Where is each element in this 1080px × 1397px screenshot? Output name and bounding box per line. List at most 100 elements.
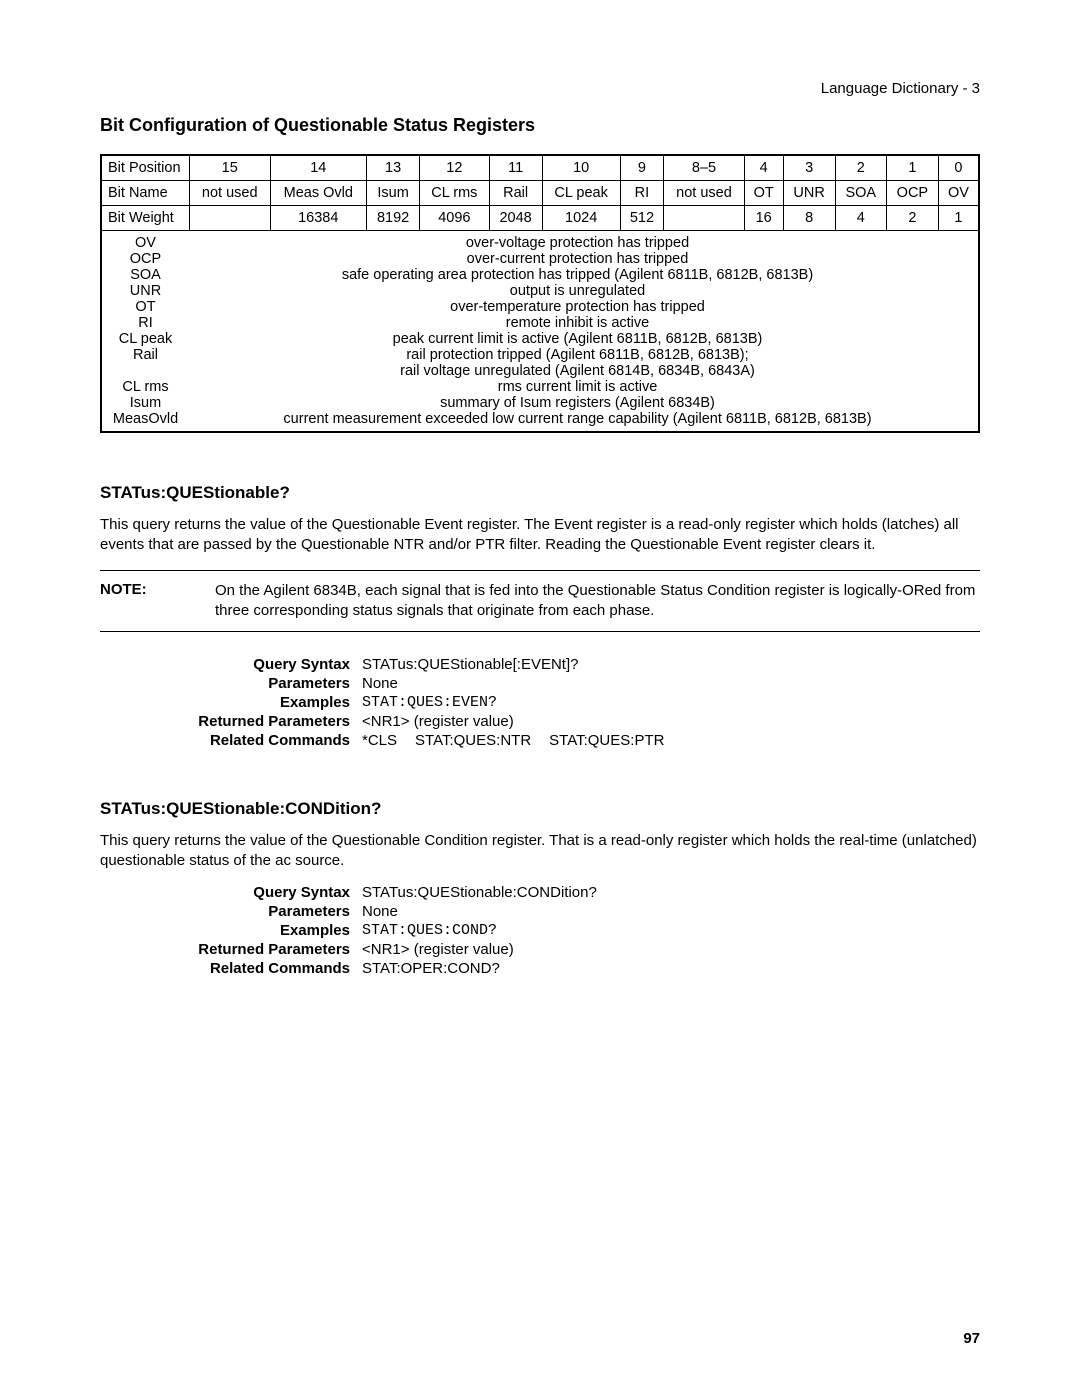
definition-desc: over-temperature protection has tripped	[183, 299, 972, 315]
table-cell: 9	[620, 155, 664, 181]
field-value-parameters: None	[362, 903, 980, 920]
table-cell: 12	[420, 155, 489, 181]
command-spec-block: Query Syntax STATus:QUEStionable:CONDiti…	[170, 884, 980, 977]
table-cell: OT	[744, 181, 783, 206]
definition-desc: current measurement exceeded low current…	[183, 411, 972, 427]
page-number: 97	[963, 1330, 980, 1347]
definition-desc: remote inhibit is active	[183, 315, 972, 331]
table-cell: Isum	[367, 181, 420, 206]
bit-config-table: Bit Position15141312111098–543210Bit Nam…	[100, 154, 980, 433]
table-cell: CL rms	[420, 181, 489, 206]
definition-desc: over-current protection has tripped	[183, 251, 972, 267]
definition-line: Railrail protection tripped (Agilent 681…	[108, 347, 972, 363]
table-cell	[190, 206, 271, 231]
field-value-query-syntax: STATus:QUEStionable[:EVENt]?	[362, 656, 980, 673]
command-description: This query returns the value of the Ques…	[100, 515, 980, 556]
table-cell: 8	[783, 206, 835, 231]
definition-desc: over-voltage protection has tripped	[183, 235, 972, 251]
command-title-questionable: STATus:QUEStionable?	[100, 483, 980, 503]
field-value-returned-parameters: <NR1> (register value)	[362, 713, 980, 730]
field-value-related-commands: *CLSSTAT:QUES:NTRSTAT:QUES:PTR	[362, 732, 980, 749]
table-row-label: Bit Position	[101, 155, 190, 181]
command-spec-block: Query Syntax STATus:QUEStionable[:EVENt]…	[170, 656, 980, 749]
table-cell: not used	[190, 181, 271, 206]
field-label-parameters: Parameters	[170, 903, 362, 920]
table-row-label: Bit Name	[101, 181, 190, 206]
table-cell: not used	[664, 181, 745, 206]
definition-line: CL rmsrms current limit is active	[108, 379, 972, 395]
table-title: Bit Configuration of Questionable Status…	[100, 115, 980, 136]
field-label-related-commands: Related Commands	[170, 960, 362, 977]
table-cell: 15	[190, 155, 271, 181]
table-cell: 1024	[542, 206, 620, 231]
definition-line: RIremote inhibit is active	[108, 315, 972, 331]
table-row: Bit Position15141312111098–543210	[101, 155, 979, 181]
definition-term: OCP	[108, 251, 183, 267]
field-value-parameters: None	[362, 675, 980, 692]
definition-term: CL peak	[108, 331, 183, 347]
note-label: NOTE:	[100, 581, 215, 622]
table-cell: OCP	[886, 181, 938, 206]
header-section-label: Language Dictionary - 3	[100, 80, 980, 97]
definition-desc: rail voltage unregulated (Agilent 6814B,…	[183, 363, 972, 379]
field-label-examples: Examples	[170, 922, 362, 939]
table-cell: 10	[542, 155, 620, 181]
field-label-query-syntax: Query Syntax	[170, 656, 362, 673]
definition-line: CL peakpeak current limit is active (Agi…	[108, 331, 972, 347]
table-cell: 2	[835, 155, 886, 181]
definition-term: MeasOvld	[108, 411, 183, 427]
table-cell: Rail	[489, 181, 542, 206]
definition-desc: safe operating area protection has tripp…	[183, 267, 972, 283]
command-description: This query returns the value of the Ques…	[100, 831, 980, 872]
definition-line: SOAsafe operating area protection has tr…	[108, 267, 972, 283]
table-cell: RI	[620, 181, 664, 206]
definition-term: Rail	[108, 347, 183, 363]
field-label-returned-parameters: Returned Parameters	[170, 941, 362, 958]
table-cell: 4	[744, 155, 783, 181]
definition-term: CL rms	[108, 379, 183, 395]
note-text: On the Agilent 6834B, each signal that i…	[215, 581, 980, 622]
table-row-label: Bit Weight	[101, 206, 190, 231]
field-label-parameters: Parameters	[170, 675, 362, 692]
field-value-related-commands: STAT:OPER:COND?	[362, 960, 980, 977]
definition-line: UNRoutput is unregulated	[108, 283, 972, 299]
definition-desc: output is unregulated	[183, 283, 972, 299]
table-cell: 0	[938, 155, 979, 181]
note-block: NOTE: On the Agilent 6834B, each signal …	[100, 570, 980, 633]
definition-desc: peak current limit is active (Agilent 68…	[183, 331, 972, 347]
bit-definitions-row: OVover-voltage protection has trippedOCP…	[101, 231, 979, 433]
definition-term	[108, 363, 183, 379]
table-cell: 512	[620, 206, 664, 231]
definition-line: rail voltage unregulated (Agilent 6814B,…	[108, 363, 972, 379]
table-cell: CL peak	[542, 181, 620, 206]
definition-term: OV	[108, 235, 183, 251]
table-cell: 1	[886, 155, 938, 181]
related-cmd-3: STAT:QUES:PTR	[549, 732, 664, 749]
table-cell: 16384	[270, 206, 367, 231]
table-cell: 3	[783, 155, 835, 181]
definition-line: MeasOvldcurrent measurement exceeded low…	[108, 411, 972, 427]
table-cell: 1	[938, 206, 979, 231]
table-cell: 4	[835, 206, 886, 231]
table-row: Bit Weight163848192409620481024512168421	[101, 206, 979, 231]
table-row: Bit Namenot usedMeas OvldIsumCL rmsRailC…	[101, 181, 979, 206]
table-cell	[664, 206, 745, 231]
table-cell: 2	[886, 206, 938, 231]
definition-line: Isumsummary of Isum registers (Agilent 6…	[108, 395, 972, 411]
table-cell: Meas Ovld	[270, 181, 367, 206]
field-value-query-syntax: STATus:QUEStionable:CONDition?	[362, 884, 980, 901]
definition-line: OCPover-current protection has tripped	[108, 251, 972, 267]
definition-desc: rms current limit is active	[183, 379, 972, 395]
definition-desc: summary of Isum registers (Agilent 6834B…	[183, 395, 972, 411]
definition-desc: rail protection tripped (Agilent 6811B, …	[183, 347, 972, 363]
table-cell: SOA	[835, 181, 886, 206]
definition-term: OT	[108, 299, 183, 315]
table-cell: 11	[489, 155, 542, 181]
field-label-query-syntax: Query Syntax	[170, 884, 362, 901]
table-cell: 13	[367, 155, 420, 181]
field-value-examples: STAT:QUES:COND?	[362, 922, 980, 939]
related-cmd-2: STAT:QUES:NTR	[415, 732, 531, 749]
table-cell: 16	[744, 206, 783, 231]
table-cell: OV	[938, 181, 979, 206]
field-value-examples: STAT:QUES:EVEN?	[362, 694, 980, 711]
